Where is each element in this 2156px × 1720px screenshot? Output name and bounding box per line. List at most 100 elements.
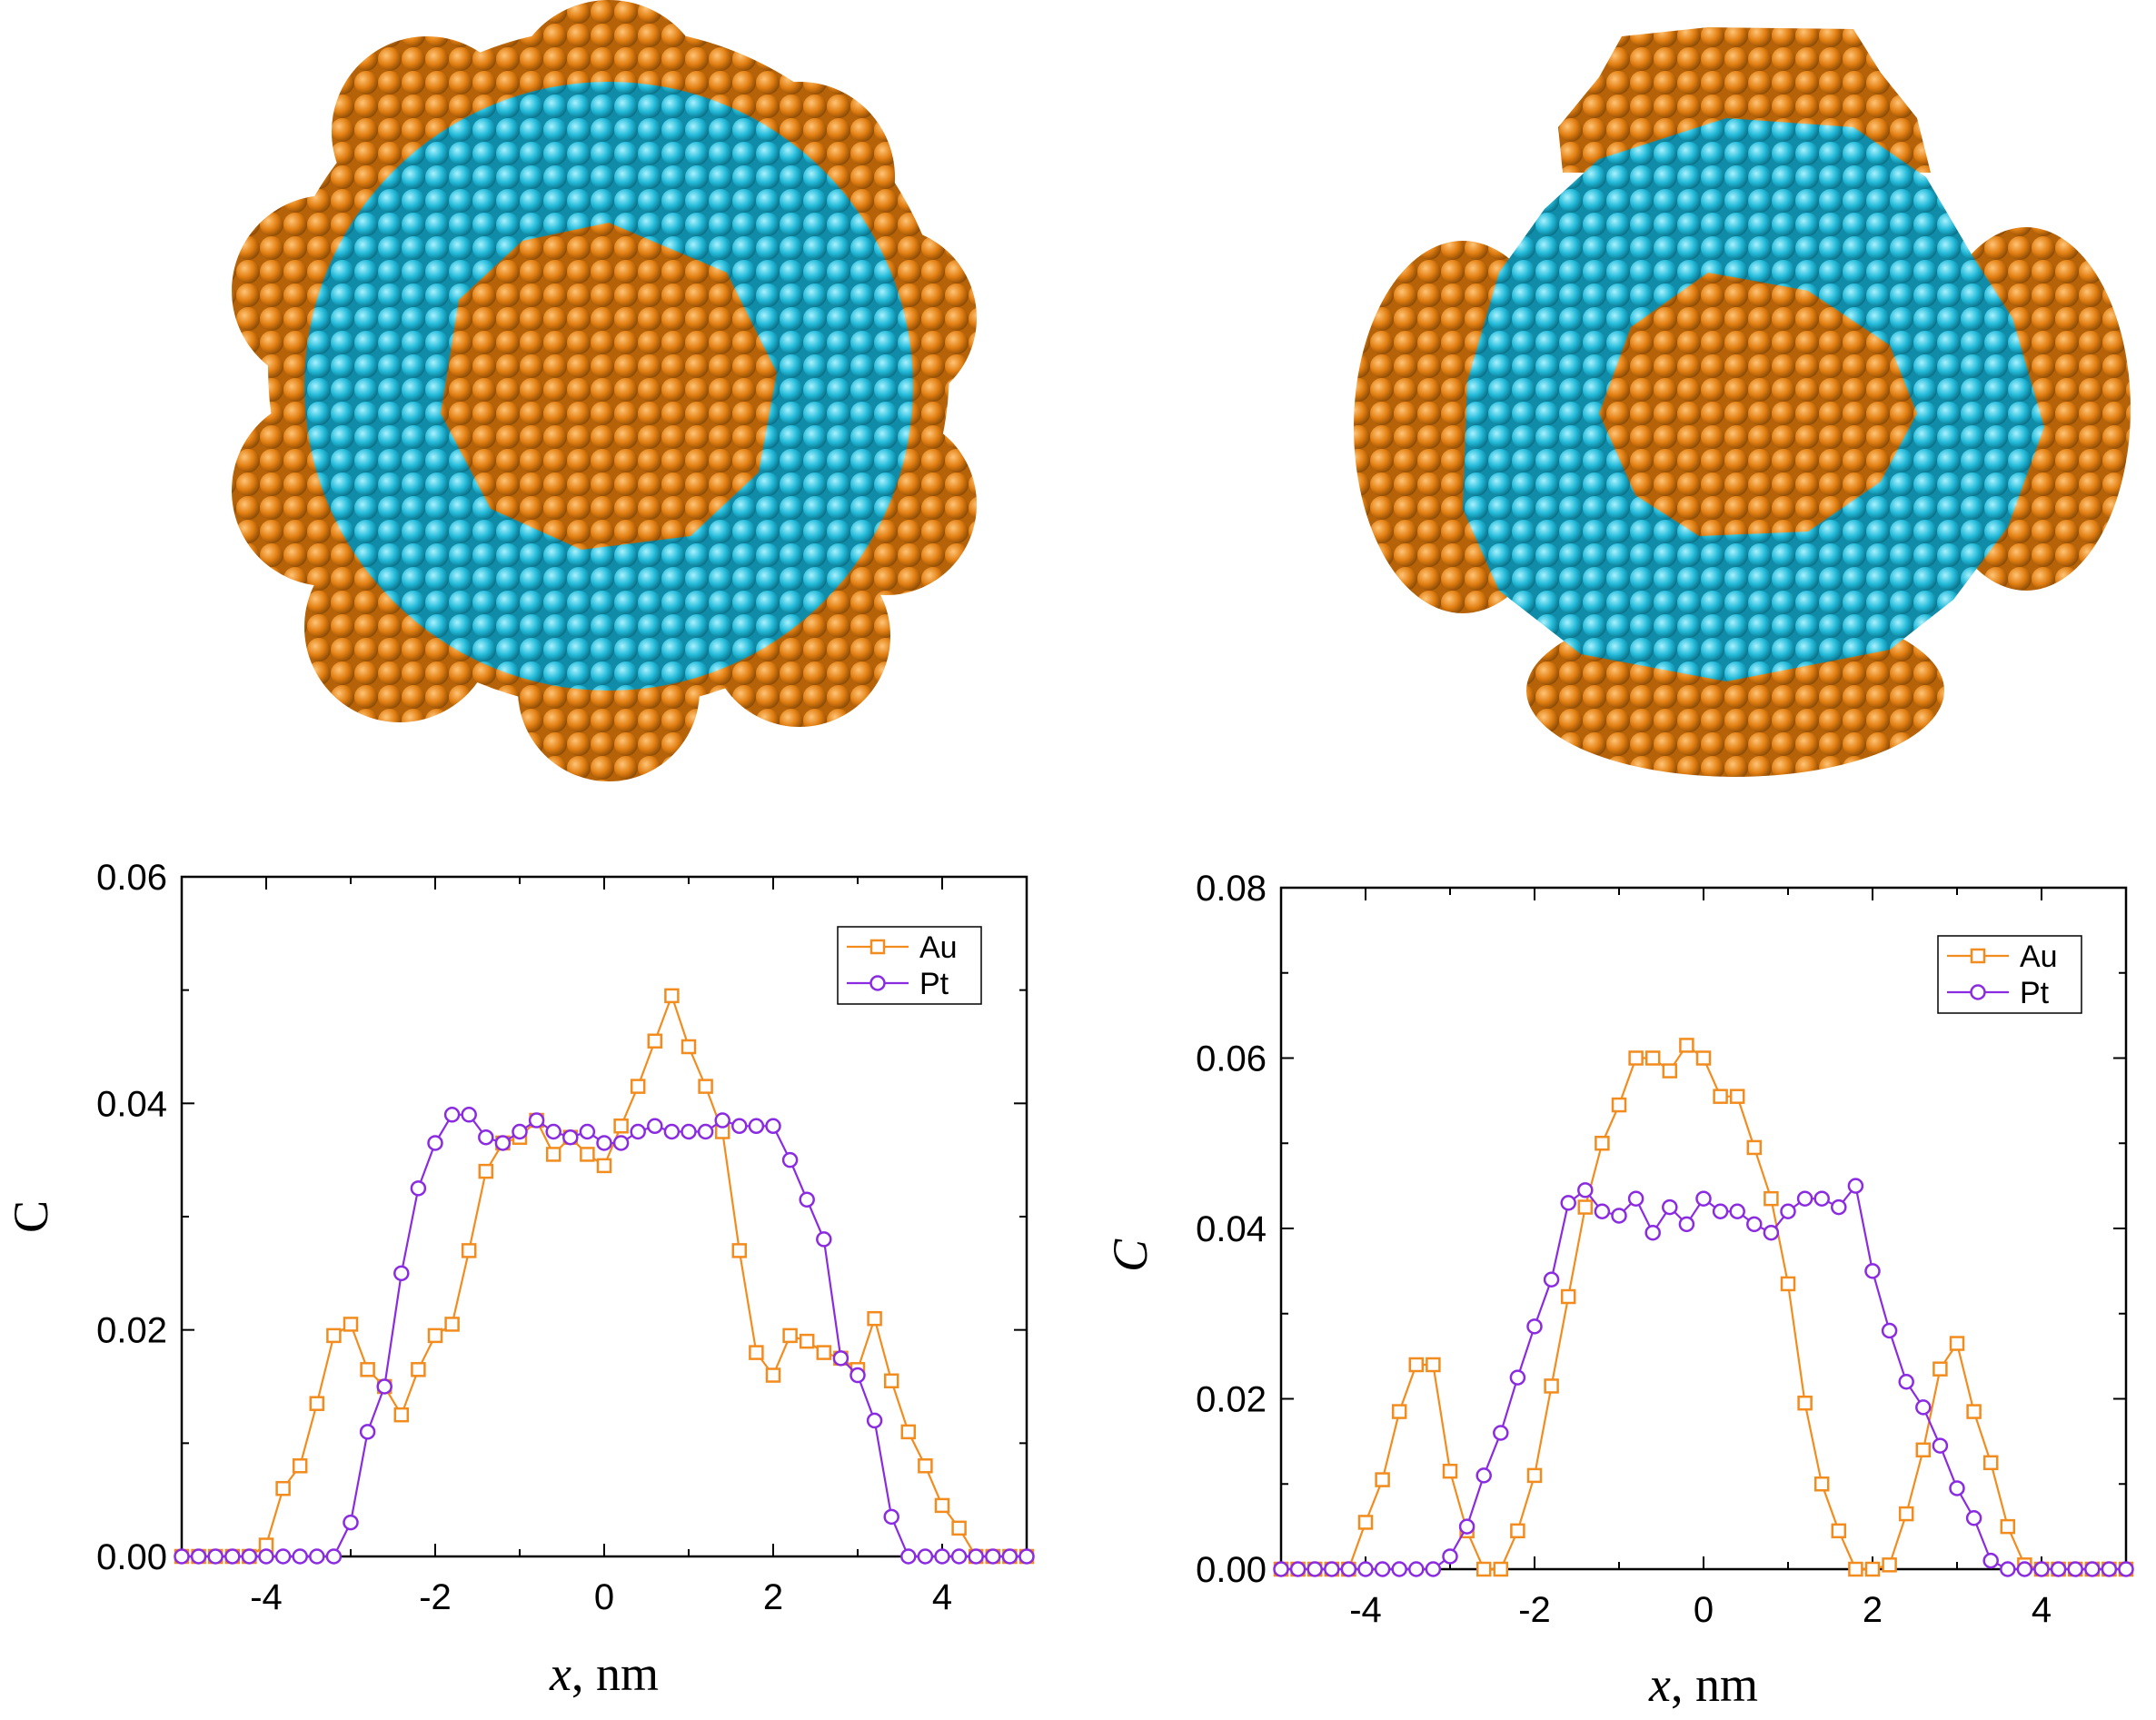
data-point-pt [393, 1265, 410, 1282]
data-point-pt [1289, 1561, 1307, 1577]
data-point-pt [343, 1514, 359, 1531]
data-point-pt [241, 1548, 258, 1565]
data-point-au [1475, 1561, 1492, 1577]
x-tick-label: 4 [2032, 1590, 2052, 1630]
data-point-pt [731, 1118, 748, 1135]
data-point-au [1679, 1038, 1694, 1053]
data-point-pt [1662, 1198, 1678, 1216]
data-point-au [478, 1163, 494, 1179]
data-point-pt [258, 1548, 274, 1565]
data-point-pt [1577, 1182, 1594, 1198]
data-point-au [1391, 1404, 1407, 1419]
data-point-pt [1627, 1190, 1644, 1207]
data-point-pt [1374, 1561, 1391, 1577]
data-point-au [1864, 1561, 1881, 1577]
data-point-au [883, 1373, 899, 1389]
data-point-au [782, 1327, 798, 1344]
data-point-au [411, 1362, 426, 1377]
data-point-pt [697, 1123, 714, 1140]
x-axis-label-unit: , nm [571, 1646, 659, 1701]
series-line-pt [1281, 1183, 2126, 1571]
legend-box [837, 926, 982, 1005]
data-point-pt [1543, 1271, 1560, 1288]
data-point-au [275, 1480, 291, 1496]
y-tick-label: 0.08 [1196, 869, 1267, 909]
data-point-au [1426, 1357, 1441, 1373]
data-point-pt [2033, 1561, 2050, 1577]
data-point-pt [359, 1424, 376, 1440]
x-tick-label: -2 [419, 1577, 452, 1617]
y-tick-label: 0.00 [1196, 1550, 1267, 1590]
data-point-au [1813, 1476, 1830, 1492]
data-point-pt [579, 1123, 596, 1140]
data-point-pt [1475, 1467, 1492, 1484]
data-point-pt [1712, 1203, 1729, 1219]
data-point-au [1746, 1139, 1763, 1156]
data-point-pt [1594, 1203, 1611, 1219]
data-point-au [1375, 1472, 1390, 1487]
data-point-au [647, 1033, 663, 1049]
data-point-au [765, 1367, 781, 1383]
data-point-pt [1982, 1552, 1999, 1569]
data-point-pt [1340, 1561, 1357, 1577]
series-line-au [182, 992, 1027, 1558]
data-point-au [1831, 1523, 1847, 1539]
data-point-pt [494, 1135, 512, 1151]
data-point-pt [1932, 1437, 1949, 1454]
data-point-au [1966, 1404, 1982, 1419]
data-point-pt [849, 1367, 866, 1384]
data-point-pt [1780, 1203, 1796, 1219]
data-point-pt [309, 1548, 325, 1565]
y-tick-label: 0.00 [96, 1537, 167, 1577]
y-tick-label: 0.04 [96, 1084, 167, 1124]
data-point-pt [1695, 1190, 1712, 1207]
data-point-au [1949, 1336, 1965, 1351]
data-point-au [326, 1327, 342, 1344]
x-axis-label-variable: x [549, 1646, 571, 1701]
data-point-pt [2050, 1561, 2067, 1577]
data-point-au [1510, 1523, 1525, 1539]
data-point-pt [1391, 1561, 1407, 1577]
x-axis-label: x, nm [549, 1646, 659, 1701]
y-tick-label: 0.02 [96, 1311, 167, 1351]
data-point-pt [1678, 1216, 1695, 1233]
y-tick-label: 0.06 [96, 858, 167, 898]
legend-label-pt: Pt [2020, 976, 2050, 1010]
data-point-pt [917, 1548, 934, 1565]
series-line-pt [182, 1113, 1027, 1558]
y-tick-label: 0.02 [1196, 1380, 1267, 1420]
data-point-au [1544, 1378, 1559, 1394]
data-point-pt [427, 1135, 443, 1151]
x-tick-label: 2 [1863, 1590, 1883, 1630]
legend-box [1937, 935, 2082, 1014]
data-point-au [1848, 1561, 1863, 1577]
data-point-pt [443, 1107, 461, 1123]
data-point-pt [1898, 1374, 1914, 1390]
data-point-au [393, 1407, 410, 1423]
x-tick-label: 0 [594, 1577, 614, 1617]
data-point-pt [1458, 1518, 1475, 1535]
data-point-pt [647, 1118, 663, 1135]
data-point-au [309, 1396, 325, 1411]
data-point-au [630, 1079, 646, 1094]
data-point-pt [528, 1112, 545, 1128]
data-point-pt [816, 1231, 832, 1248]
y-axis-label: C [1103, 1238, 1157, 1272]
data-point-pt [663, 1123, 681, 1140]
data-point-pt [2118, 1561, 2134, 1577]
data-point-pt [1881, 1322, 1898, 1339]
data-point-pt [292, 1548, 308, 1565]
data-point-au [816, 1345, 832, 1360]
data-point-au [1898, 1506, 1914, 1522]
data-point-au [918, 1458, 933, 1474]
data-point-pt [461, 1107, 477, 1123]
x-axis-label-unit: , nm [1671, 1657, 1758, 1712]
data-point-au [2000, 1518, 2016, 1535]
data-point-pt [630, 1123, 646, 1140]
data-point-au [1780, 1276, 1796, 1292]
data-point-pt [596, 1135, 612, 1151]
